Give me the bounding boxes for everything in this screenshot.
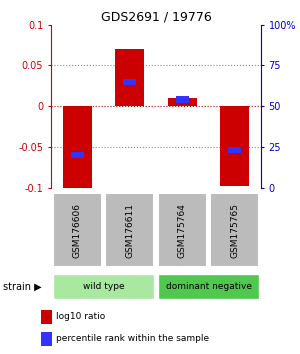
Bar [220, 106, 249, 186]
Text: GSM175764: GSM175764 [178, 202, 187, 258]
Bar [123, 79, 136, 85]
Bar [210, 193, 260, 268]
Bar [63, 106, 92, 189]
Text: wild type: wild type [83, 282, 124, 291]
Text: GSM176606: GSM176606 [73, 202, 82, 258]
Bar [53, 274, 154, 299]
Text: strain ▶: strain ▶ [3, 282, 42, 292]
Text: dominant negative: dominant negative [166, 282, 251, 291]
Text: GSM175765: GSM175765 [230, 202, 239, 258]
Bar [40, 310, 52, 324]
Bar [52, 193, 102, 268]
Bar [105, 193, 154, 268]
Bar [115, 49, 144, 106]
Bar [228, 147, 241, 153]
Bar [158, 274, 259, 299]
Bar [40, 332, 52, 346]
Text: log10 ratio: log10 ratio [56, 312, 106, 321]
Bar [71, 152, 84, 158]
Bar [168, 98, 197, 106]
Bar [158, 193, 207, 268]
Title: GDS2691 / 19776: GDS2691 / 19776 [100, 11, 212, 24]
Bar [176, 96, 189, 103]
Text: GSM176611: GSM176611 [125, 202, 134, 258]
Text: percentile rank within the sample: percentile rank within the sample [56, 335, 209, 343]
